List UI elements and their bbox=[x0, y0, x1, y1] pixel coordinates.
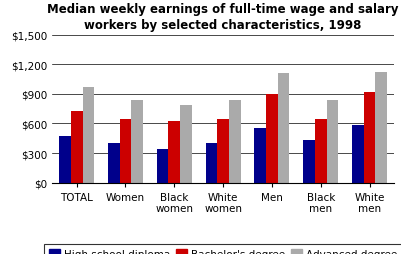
Bar bbox=[59, 137, 71, 183]
Bar bbox=[375, 73, 386, 183]
Bar bbox=[82, 88, 94, 183]
Bar bbox=[302, 141, 314, 183]
Legend: High school diploma, Bachelor's degree, Advanced degree: High school diploma, Bachelor's degree, … bbox=[44, 244, 401, 254]
Bar bbox=[229, 100, 240, 183]
Bar bbox=[119, 119, 131, 183]
Bar bbox=[314, 119, 326, 183]
Bar bbox=[131, 100, 143, 183]
Bar bbox=[326, 100, 338, 183]
Bar bbox=[71, 111, 82, 183]
Bar bbox=[107, 144, 119, 183]
Bar bbox=[265, 94, 277, 183]
Bar bbox=[205, 144, 217, 183]
Bar bbox=[168, 122, 180, 183]
Bar bbox=[180, 105, 191, 183]
Bar bbox=[277, 74, 289, 183]
Bar bbox=[156, 150, 168, 183]
Bar bbox=[351, 126, 363, 183]
Bar bbox=[217, 119, 229, 183]
Bar bbox=[363, 92, 375, 183]
Title: Median weekly earnings of full-time wage and salary
workers by selected characte: Median weekly earnings of full-time wage… bbox=[47, 3, 398, 32]
Bar bbox=[254, 129, 265, 183]
